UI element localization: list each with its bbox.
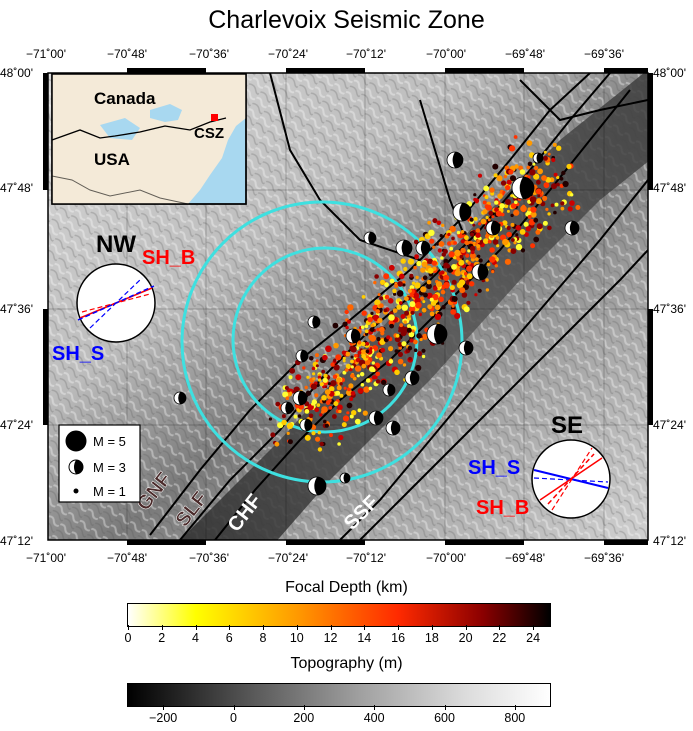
radius-circle-inner xyxy=(231,246,419,434)
lon-label-top: −70˚36' xyxy=(189,47,229,61)
colorbar-tick-label: 24 xyxy=(526,631,541,645)
lon-label-bottom: −69˚36' xyxy=(584,551,624,565)
colorbar-tick-label: 0 xyxy=(230,711,237,725)
colorbar-tick-label: 12 xyxy=(323,631,338,645)
legend-label-m3: M = 3 xyxy=(93,460,126,475)
colorbar-tick-label: 8 xyxy=(259,631,267,645)
colorbar-tick-label: 20 xyxy=(458,631,473,645)
rose-label-se-shb: SH_B xyxy=(476,497,529,519)
colorbar-tick-label: 200 xyxy=(293,711,315,725)
colorbar-tick-label: 16 xyxy=(391,631,406,645)
colorbar-tick-mark xyxy=(499,625,501,630)
colorbar-tick-label: 14 xyxy=(357,631,372,645)
colorbar-tick-mark xyxy=(514,705,516,710)
magnitude-legend xyxy=(58,424,141,503)
legend-label-m5: M = 5 xyxy=(93,434,126,449)
lat-label-left: 47˚24' xyxy=(0,418,33,432)
inset-label-csz: CSZ xyxy=(194,125,224,142)
legend-label-m1: M = 1 xyxy=(93,484,126,499)
stress-rose-nw xyxy=(76,263,156,343)
lon-label-top: −70˚12' xyxy=(346,47,386,61)
legend-symbol-m5 xyxy=(65,430,87,452)
lat-label-right: 47˚24' xyxy=(653,418,686,432)
colorbar-tick-mark xyxy=(330,625,332,630)
lon-label-bottom: −70˚12' xyxy=(346,551,386,565)
lon-label-top: −70˚48' xyxy=(107,47,147,61)
lon-label-bottom: −70˚48' xyxy=(107,551,147,565)
rose-label-nw-shb: SH_B xyxy=(142,247,195,269)
colorbar-topo-title: Topography (m) xyxy=(290,655,403,672)
stress-rose-se xyxy=(531,439,611,519)
inset-map xyxy=(51,73,247,205)
lat-label-right: 48˚00' xyxy=(653,66,686,80)
lon-label-bottom: −70˚24' xyxy=(268,551,308,565)
legend-symbol-m1 xyxy=(73,488,79,494)
lat-label-right: 47˚48' xyxy=(653,181,686,195)
colorbar-tick-mark xyxy=(229,625,231,630)
colorbar-tick-label: 4 xyxy=(192,631,199,645)
lon-label-bottom: −70˚36' xyxy=(189,551,229,565)
lon-label-top: −71˚00' xyxy=(26,47,66,61)
colorbar-tick-mark xyxy=(444,705,446,710)
lat-label-right: 47˚36' xyxy=(653,302,686,316)
colorbar-tick-mark xyxy=(465,625,467,630)
colorbar-tick-mark xyxy=(195,625,197,630)
colorbar-tick-label: 600 xyxy=(434,711,455,725)
colorbar-tick-label: 6 xyxy=(225,631,233,645)
lat-label-left: 47˚12' xyxy=(0,534,33,548)
lon-label-bottom: −70˚00' xyxy=(426,551,466,565)
colorbar-tick-mark xyxy=(161,625,163,630)
focal-mechanisms xyxy=(173,151,580,496)
colorbar-topo xyxy=(127,683,551,707)
colorbar-tick-label: 0 xyxy=(124,631,132,645)
rose-label-se-shs: SH_S xyxy=(468,457,520,479)
lon-label-top: −70˚24' xyxy=(268,47,308,61)
colorbar-tick-label: 10 xyxy=(289,631,304,645)
lon-label-top: −69˚48' xyxy=(505,47,545,61)
csz-marker xyxy=(211,114,218,121)
colorbar-tick-label: 2 xyxy=(158,631,166,645)
colorbar-depth-title: Focal Depth (km) xyxy=(285,579,408,596)
colorbar-tick-mark xyxy=(163,705,165,710)
colorbar-tick-mark xyxy=(398,625,400,630)
lon-label-top: −70˚00' xyxy=(426,47,466,61)
lat-label-right: 47˚12' xyxy=(653,534,686,548)
map-frame-ticks xyxy=(43,68,653,545)
rose-label-nw-shs: SH_S xyxy=(52,343,104,365)
map-title: Charlevoix Seismic Zone xyxy=(208,6,485,34)
inset-label-canada: Canada xyxy=(94,89,156,108)
colorbar-tick-mark xyxy=(233,705,235,710)
colorbar-tick-mark xyxy=(431,625,433,630)
colorbar-tick-label: 400 xyxy=(363,711,385,725)
colorbar-tick-mark xyxy=(533,625,535,630)
colorbar-tick-label: 22 xyxy=(492,631,507,645)
colorbar-tick-mark xyxy=(128,625,129,630)
lon-label-top: −69˚36' xyxy=(584,47,624,61)
lon-label-bottom: −71˚00' xyxy=(26,551,66,565)
colorbar-tick-mark xyxy=(296,625,298,630)
colorbar-tick-label: −200 xyxy=(149,711,178,725)
lat-label-left: 48˚00' xyxy=(0,66,33,80)
colorbar-tick-label: 800 xyxy=(504,711,526,725)
colorbar-tick-mark xyxy=(374,705,376,710)
legend-symbol-m3 xyxy=(68,459,84,475)
colorbar-depth xyxy=(127,603,551,627)
lon-label-bottom: −69˚48' xyxy=(505,551,545,565)
colorbar-tick-mark xyxy=(263,625,265,630)
rose-label-se: SE xyxy=(551,412,583,439)
lat-label-left: 47˚36' xyxy=(0,302,33,316)
inset-label-usa: USA xyxy=(94,150,130,169)
colorbar-tick-mark xyxy=(303,705,305,710)
rose-label-nw: NW xyxy=(96,231,136,258)
colorbar-tick-mark xyxy=(364,625,366,630)
colorbar-tick-label: 18 xyxy=(424,631,439,645)
lat-label-left: 47˚48' xyxy=(0,181,33,195)
